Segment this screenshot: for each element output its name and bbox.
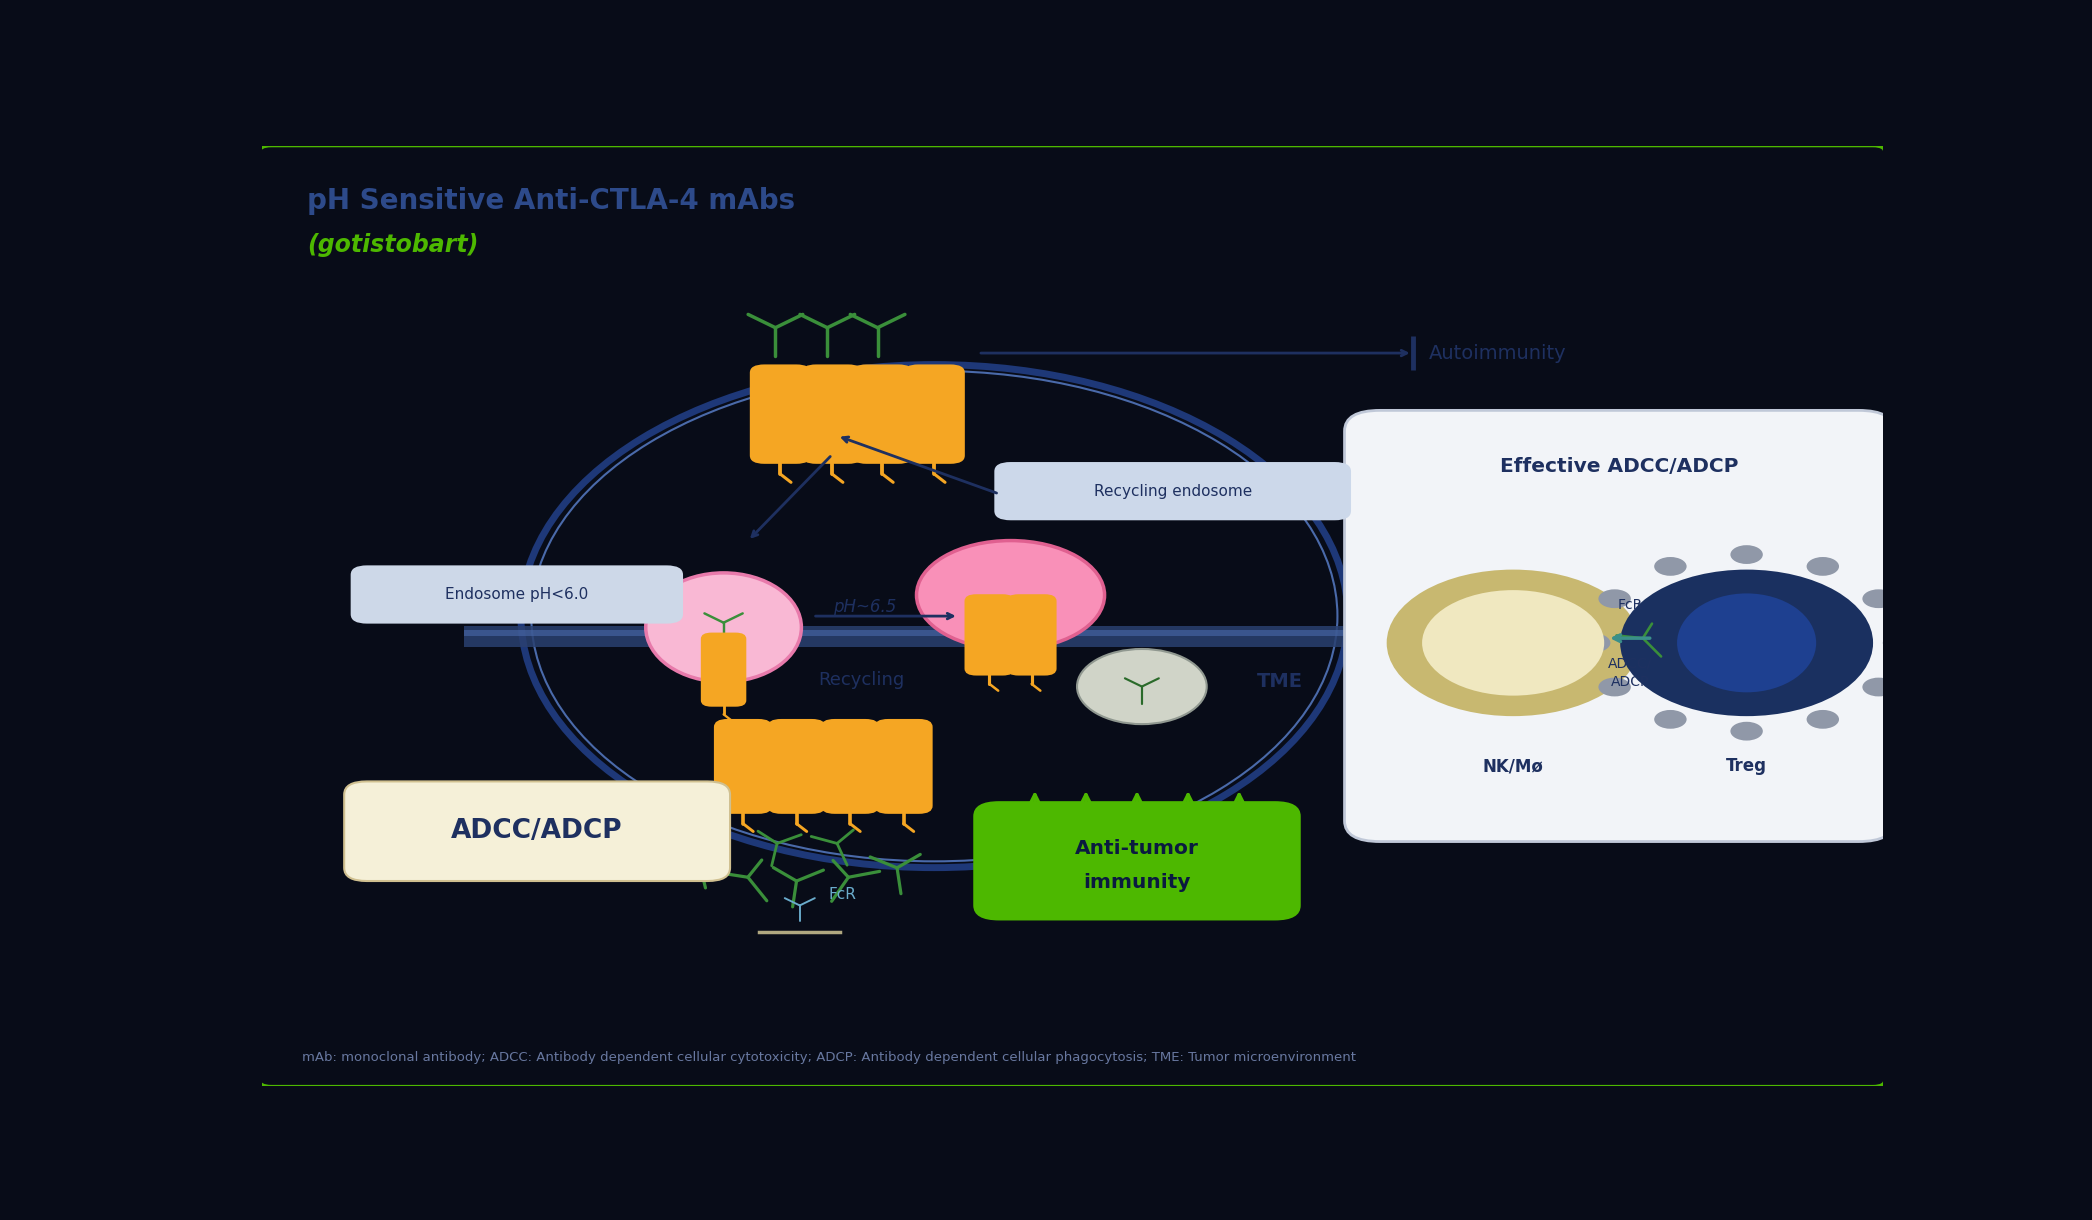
Text: Recycling: Recycling bbox=[818, 671, 904, 689]
Circle shape bbox=[1655, 710, 1686, 728]
FancyBboxPatch shape bbox=[749, 365, 812, 464]
Text: mAb: monoclonal antibody; ADCC: Antibody dependent cellular cytotoxicity; ADCP: : mAb: monoclonal antibody; ADCC: Antibody… bbox=[301, 1052, 1356, 1064]
Circle shape bbox=[1423, 590, 1605, 695]
Circle shape bbox=[1807, 558, 1839, 576]
Circle shape bbox=[1807, 710, 1839, 728]
Bar bbox=[464, 626, 1389, 647]
Text: immunity: immunity bbox=[1084, 872, 1190, 892]
Text: ADCC/ADCP: ADCC/ADCP bbox=[452, 819, 623, 844]
Circle shape bbox=[1862, 677, 1895, 697]
Bar bbox=[464, 630, 1389, 636]
Circle shape bbox=[1883, 633, 1914, 653]
Circle shape bbox=[1655, 558, 1686, 576]
Ellipse shape bbox=[646, 573, 801, 682]
FancyBboxPatch shape bbox=[701, 633, 747, 706]
Text: TME: TME bbox=[1257, 672, 1303, 692]
Text: Recycling endosome: Recycling endosome bbox=[1094, 483, 1251, 499]
FancyBboxPatch shape bbox=[801, 365, 862, 464]
FancyBboxPatch shape bbox=[1345, 410, 1893, 842]
Text: (gotistobart): (gotistobart) bbox=[308, 233, 479, 257]
FancyBboxPatch shape bbox=[904, 365, 964, 464]
Text: Treg: Treg bbox=[1726, 758, 1768, 776]
Text: pH Sensitive Anti-CTLA-4 mAbs: pH Sensitive Anti-CTLA-4 mAbs bbox=[308, 187, 795, 215]
Circle shape bbox=[916, 540, 1105, 649]
Circle shape bbox=[1077, 649, 1207, 725]
Text: NK/Mø: NK/Mø bbox=[1483, 758, 1544, 776]
FancyBboxPatch shape bbox=[994, 462, 1351, 520]
Text: pH~6.5: pH~6.5 bbox=[833, 598, 895, 616]
Circle shape bbox=[1730, 545, 1764, 564]
Circle shape bbox=[1862, 589, 1895, 608]
FancyBboxPatch shape bbox=[851, 365, 912, 464]
Text: Effective ADCC/ADCP: Effective ADCC/ADCP bbox=[1500, 458, 1738, 476]
Circle shape bbox=[1598, 589, 1632, 608]
Text: Anti-tumor: Anti-tumor bbox=[1075, 839, 1199, 858]
Text: ADCC/: ADCC/ bbox=[1607, 656, 1653, 671]
Ellipse shape bbox=[1678, 593, 1816, 692]
Text: FcR: FcR bbox=[1617, 598, 1642, 612]
Circle shape bbox=[1387, 570, 1640, 716]
Circle shape bbox=[1577, 633, 1611, 653]
Circle shape bbox=[1619, 570, 1872, 716]
Text: Endosome pH<6.0: Endosome pH<6.0 bbox=[446, 587, 588, 601]
Text: FcR: FcR bbox=[828, 887, 858, 902]
Text: Autoimmunity: Autoimmunity bbox=[1429, 344, 1567, 362]
Text: ADCP: ADCP bbox=[1611, 676, 1648, 689]
Circle shape bbox=[1598, 677, 1632, 697]
FancyBboxPatch shape bbox=[713, 719, 772, 814]
FancyBboxPatch shape bbox=[964, 594, 1015, 676]
FancyBboxPatch shape bbox=[351, 565, 682, 623]
FancyBboxPatch shape bbox=[820, 719, 879, 814]
FancyBboxPatch shape bbox=[1006, 594, 1056, 676]
Circle shape bbox=[1730, 722, 1764, 741]
FancyBboxPatch shape bbox=[874, 719, 933, 814]
FancyBboxPatch shape bbox=[973, 802, 1301, 920]
FancyBboxPatch shape bbox=[768, 719, 826, 814]
FancyBboxPatch shape bbox=[345, 782, 730, 881]
